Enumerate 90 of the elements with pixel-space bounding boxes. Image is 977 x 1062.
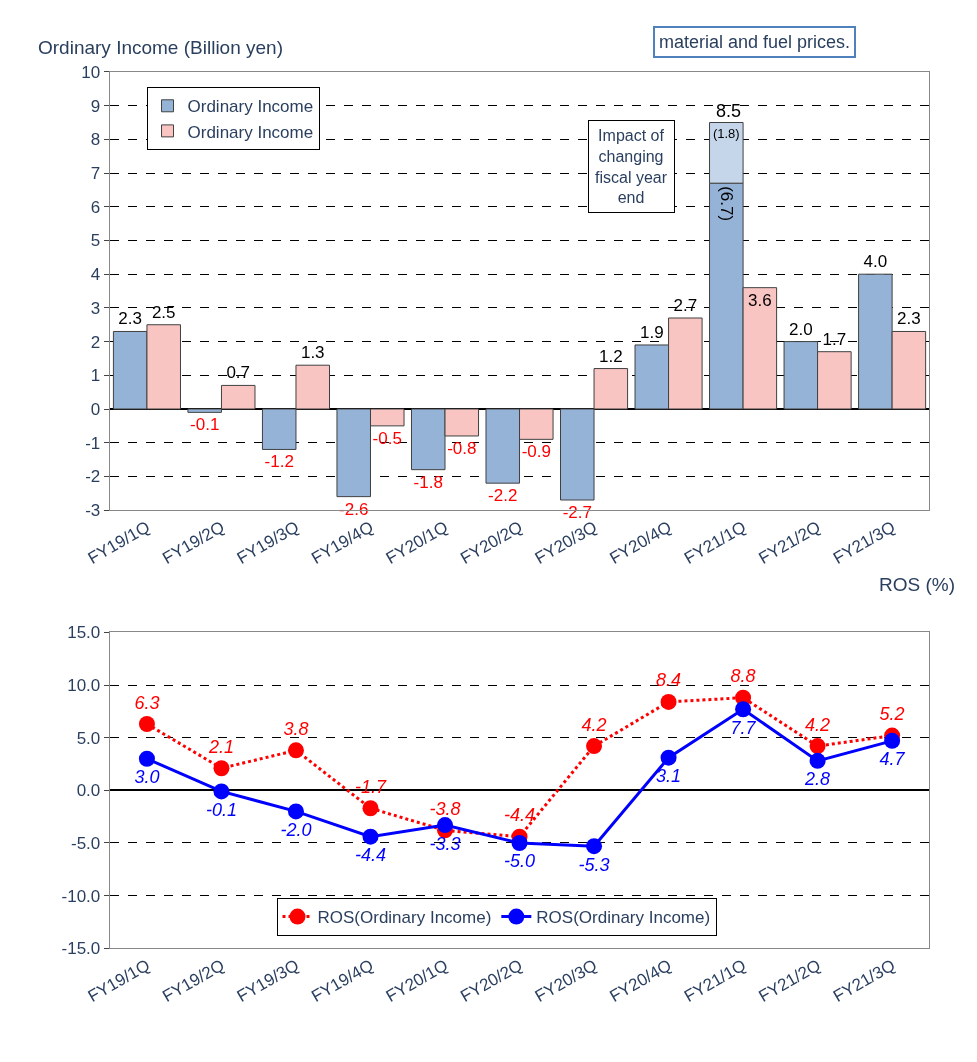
- point: [138, 716, 155, 732]
- point: [660, 749, 677, 766]
- data-label: -2.7: [562, 503, 592, 523]
- data-label: -0.5: [372, 428, 402, 448]
- y-tick-label: 2: [90, 332, 101, 352]
- data-label: -3.3: [429, 833, 461, 854]
- y-tick-label: 0: [90, 399, 101, 419]
- y-tick-label: 1: [90, 366, 101, 386]
- y-tick-label: 6: [90, 197, 101, 217]
- data-label: -1.8: [413, 472, 443, 492]
- data-label: 4.2: [805, 714, 831, 735]
- point: [735, 701, 752, 718]
- point: [138, 750, 155, 767]
- y-axis-title: Ordinary Income (Billion yen): [38, 37, 283, 58]
- data-label: 4.0: [863, 252, 888, 272]
- point: [884, 732, 901, 749]
- data-label: 3.6: [748, 290, 772, 310]
- legend-label: Ordinary Income: [187, 97, 314, 117]
- data-label: 8.8: [730, 666, 756, 687]
- legend-label: ROS(Ordinary Income): [317, 908, 492, 928]
- data-label: 3.8: [283, 718, 309, 739]
- data-label: 6.3: [134, 692, 160, 713]
- point: [362, 800, 379, 817]
- y-tick-label: 0.0: [76, 781, 101, 801]
- data-label: 8.4: [656, 670, 682, 691]
- data-label: -0.1: [190, 415, 220, 435]
- point: [437, 817, 454, 834]
- legend-label: Ordinary Income: [187, 122, 314, 142]
- data-label: 0.7: [226, 363, 251, 383]
- data-label: -2.2: [488, 486, 518, 506]
- y-tick-label: 5: [90, 231, 101, 251]
- point: [287, 742, 304, 759]
- point: [213, 783, 230, 800]
- data-label: 2.1: [207, 736, 234, 757]
- annotation: Impact of changing fiscal year end: [595, 127, 668, 207]
- point: [660, 693, 677, 710]
- point: [809, 738, 826, 755]
- point: [586, 838, 603, 855]
- text: material and fuel prices.: [659, 32, 851, 52]
- data-label: 5.2: [879, 704, 905, 725]
- y-axis-title: ROS (%): [879, 574, 955, 595]
- data-label: 2.3: [897, 309, 921, 329]
- annotation: 8.5: [716, 101, 742, 121]
- data-label: -0.9: [521, 442, 551, 462]
- point: [287, 803, 304, 820]
- y-tick-label: 8: [90, 130, 101, 150]
- point: [809, 752, 826, 769]
- data-label: 2.5: [151, 302, 176, 322]
- data-label: -4.4: [354, 845, 387, 866]
- data-label: -2.0: [280, 819, 312, 840]
- data-label: 1.7: [822, 329, 847, 349]
- y-tick-label: 9: [90, 96, 101, 116]
- legend-label: ROS(Ordinary Income): [536, 908, 711, 928]
- data-label: -3.8: [429, 798, 461, 819]
- data-label: 2.0: [789, 319, 813, 339]
- data-label: 2.8: [804, 769, 831, 790]
- y-tick-label: 10: [81, 62, 101, 82]
- data-label: (1.8): [712, 125, 740, 141]
- data-label: 4.2: [581, 714, 607, 735]
- y-tick-label: 3: [90, 298, 101, 318]
- point: [511, 834, 528, 851]
- point: [213, 760, 230, 777]
- data-label: -5.0: [504, 851, 536, 872]
- data-label: -0.8: [447, 438, 477, 458]
- y-tick-label: 10.0: [67, 676, 101, 695]
- data-label: 3.0: [134, 767, 160, 788]
- data-label: 7.7: [730, 717, 757, 738]
- y-tick-label: 15.0: [67, 623, 101, 643]
- data-label: -1.2: [264, 452, 294, 472]
- data-label: 1.2: [598, 346, 623, 366]
- data-label: 4.7: [879, 749, 906, 770]
- y-tick-label: -15.0: [61, 939, 101, 959]
- y-tick-label: -3: [85, 501, 101, 521]
- data-label: 2.3: [118, 309, 142, 329]
- data-label: (6.7): [716, 186, 736, 222]
- data-label: 1.9: [639, 322, 664, 342]
- y-tick-label: -5.0: [70, 833, 101, 853]
- data-label: -0.1: [205, 799, 237, 820]
- data-label: 3.1: [656, 766, 682, 787]
- y-tick-label: 4: [90, 265, 101, 285]
- y-tick-label: 7: [90, 164, 101, 184]
- point: [362, 828, 379, 845]
- point: [586, 738, 603, 755]
- y-tick-label: 5.0: [76, 728, 101, 748]
- data-label: -4.4: [504, 805, 536, 826]
- y-tick-label: -10.0: [61, 886, 101, 906]
- y-tick-label: -1: [85, 433, 101, 453]
- y-tick-label: -2: [85, 467, 101, 487]
- data-label: 1.3: [300, 343, 325, 363]
- data-label: -5.3: [578, 854, 610, 875]
